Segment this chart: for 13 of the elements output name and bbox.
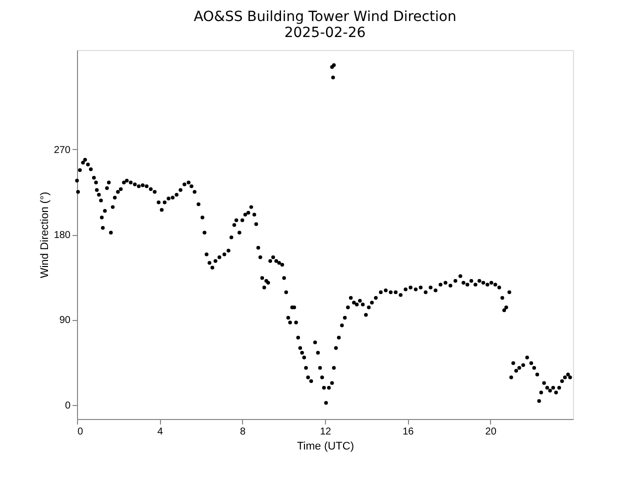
x-tick-label: 16 [402,426,414,438]
x-tick-label: 20 [485,426,497,438]
x-tick-label: 0 [78,426,84,438]
y-tick-label: 270 [54,144,71,156]
chart-title: AO&SS Building Tower Wind Direction 2025-02-26 [194,9,456,41]
x-tick-label: 12 [320,426,332,438]
x-tick-label: 8 [240,426,246,438]
y-tick-label: 0 [64,400,71,412]
x-tick-label: 4 [157,426,164,438]
x-axis-title: Time (UTC) [296,440,354,452]
y-tick-label: 90 [59,315,71,326]
y-tick-label: 180 [54,230,71,241]
y-axis-title: Wind Direction (°) [38,192,51,278]
